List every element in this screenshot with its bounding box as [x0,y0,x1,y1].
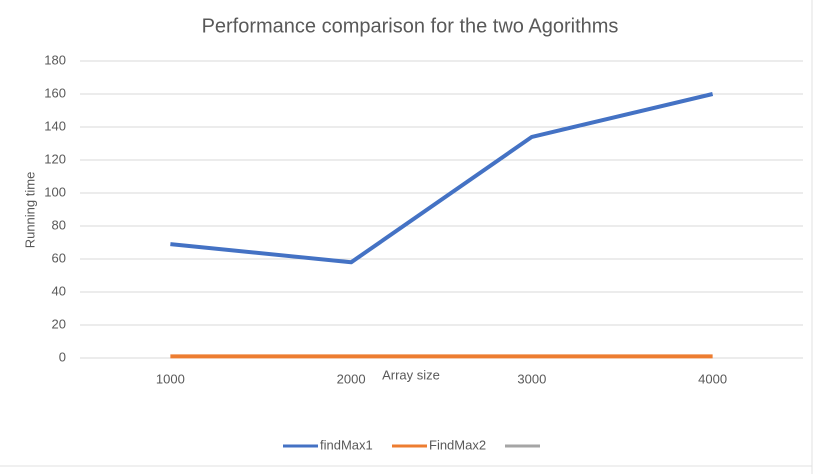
x-tick-label: 4000 [698,371,727,386]
y-tick-label: 0 [59,349,66,364]
y-tick-label: 60 [52,250,66,265]
y-tick-label: 40 [52,283,66,298]
y-tick-label: 80 [52,217,66,232]
chart-title: Performance comparison for the two Agori… [202,15,619,37]
x-tick-label: 2000 [337,371,366,386]
y-tick-label: 100 [44,184,66,199]
y-axis-label: Running time [22,172,37,249]
legend-label: FindMax2 [429,437,486,452]
y-tick-label: 20 [52,316,66,331]
y-tick-label: 140 [44,118,66,133]
x-axis-label: Array size [382,367,440,382]
series-line [170,92,714,265]
y-tick-label: 160 [44,85,66,100]
x-tick-label: 1000 [156,371,185,386]
legend-label: findMax1 [320,437,373,452]
y-tick-label: 180 [44,52,66,67]
y-tick-label: 120 [44,151,66,166]
x-tick-label: 3000 [517,371,546,386]
